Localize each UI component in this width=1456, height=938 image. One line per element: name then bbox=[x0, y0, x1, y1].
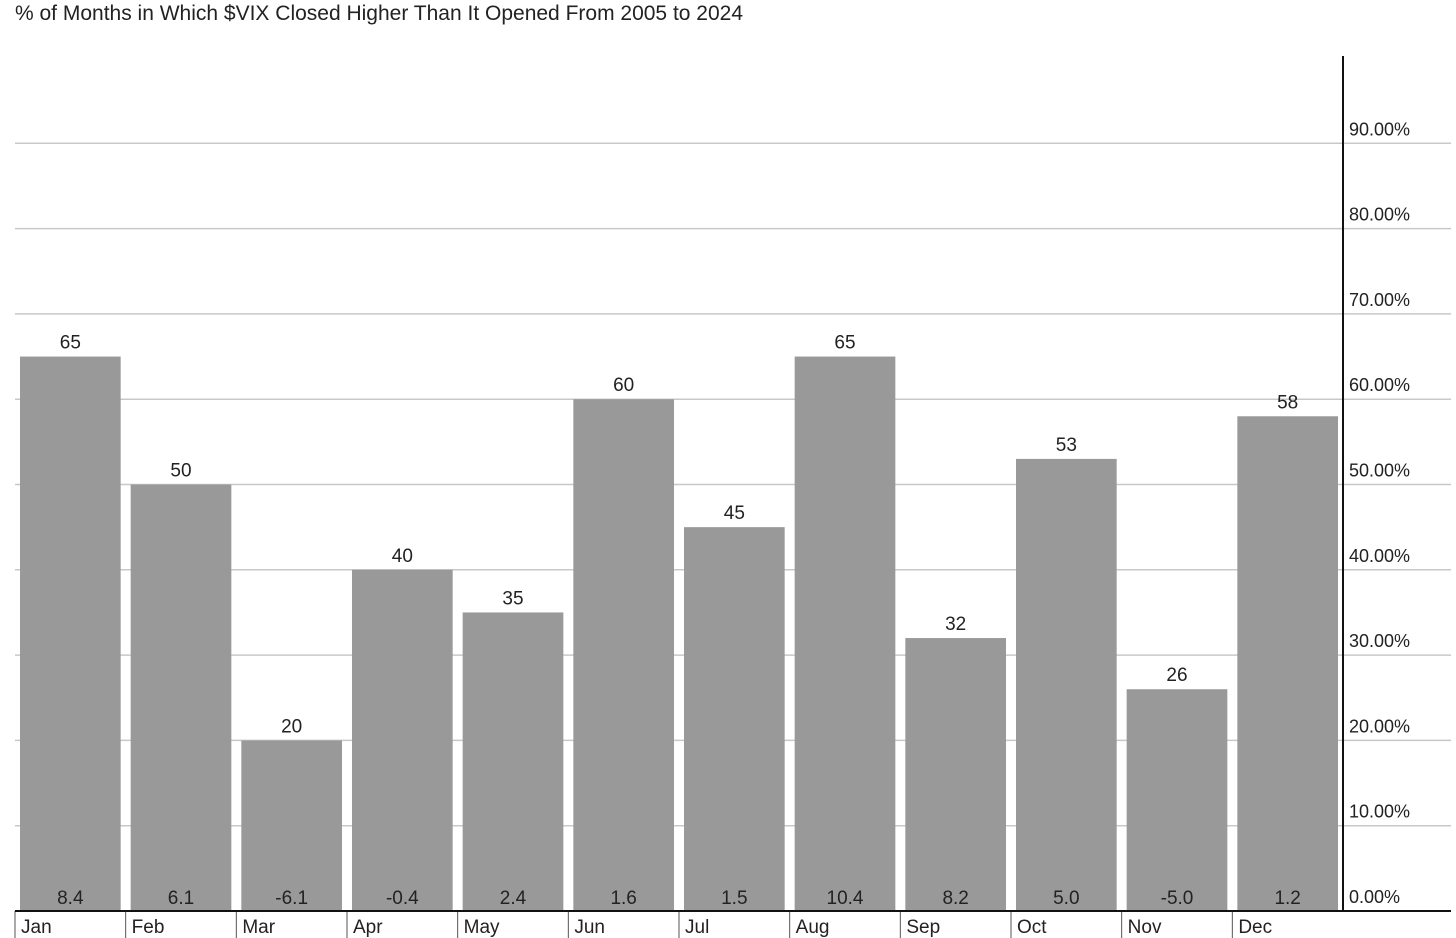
bar-bottom-label: -0.4 bbox=[386, 888, 419, 909]
bar bbox=[352, 569, 453, 911]
bar-value-label: 26 bbox=[1166, 665, 1187, 686]
bar-bottom-label: 6.1 bbox=[168, 888, 194, 909]
y-tick-label: 90.00% bbox=[1349, 119, 1410, 139]
bar-value-label: 60 bbox=[613, 375, 634, 396]
bar bbox=[20, 356, 121, 911]
bar bbox=[1016, 458, 1117, 911]
y-tick-label: 50.00% bbox=[1349, 461, 1410, 481]
bar bbox=[684, 527, 785, 911]
x-tick-label: Jun bbox=[574, 917, 605, 938]
y-tick-label: 60.00% bbox=[1349, 375, 1410, 395]
x-tick-label: Nov bbox=[1128, 917, 1162, 938]
x-tick-label: Jul bbox=[685, 917, 709, 938]
bar-value-label: 50 bbox=[170, 461, 191, 482]
bar-bottom-label: 1.6 bbox=[610, 888, 636, 909]
bar-value-label: 32 bbox=[945, 614, 966, 635]
axes: 0.00% 10.00% 20.00% 30.00% 40.00% 50.00% 60.00… bbox=[14, 56, 1451, 938]
bar bbox=[573, 399, 674, 911]
bar bbox=[462, 612, 564, 911]
bar-value-label: 40 bbox=[392, 546, 413, 567]
x-tick-label: Dec bbox=[1238, 917, 1272, 938]
bar-value-label: 53 bbox=[1056, 435, 1077, 456]
bar bbox=[241, 740, 342, 911]
bar bbox=[794, 356, 896, 911]
bar-bottom-label: 8.2 bbox=[942, 888, 968, 909]
x-tick-label: Sep bbox=[906, 917, 940, 938]
bar bbox=[130, 484, 232, 911]
bar-bottom-label: -5.0 bbox=[1161, 888, 1194, 909]
bars bbox=[20, 356, 1338, 911]
bar-bottom-label: -6.1 bbox=[275, 888, 308, 909]
y-tick-label: 30.00% bbox=[1349, 631, 1410, 651]
x-tick-label: Feb bbox=[132, 917, 165, 938]
x-tick-label: Aug bbox=[796, 917, 830, 938]
data-labels: 65 8.4 50 6.1 20 -6.1 40 -0.4 35 2.4 60 1.6 45 1.5 65 1… bbox=[57, 333, 1301, 909]
bar-bottom-label: 1.2 bbox=[1274, 888, 1300, 909]
bar-value-label: 35 bbox=[502, 588, 523, 609]
bar-value-label: 45 bbox=[724, 503, 745, 524]
bar-bottom-label: 10.4 bbox=[827, 888, 864, 909]
x-tick-label: Mar bbox=[242, 917, 275, 938]
bar-bottom-label: 1.5 bbox=[721, 888, 747, 909]
bar-value-label: 65 bbox=[834, 333, 855, 354]
y-tick-label: 70.00% bbox=[1349, 290, 1410, 310]
bar bbox=[1237, 416, 1338, 911]
y-tick-label: 20.00% bbox=[1349, 716, 1410, 736]
bar bbox=[1126, 689, 1228, 911]
bar-value-label: 65 bbox=[60, 333, 81, 354]
bar bbox=[905, 638, 1006, 911]
x-tick-label: May bbox=[464, 917, 500, 938]
bar-value-label: 20 bbox=[281, 716, 302, 737]
chart-title: % of Months in Which $VIX Closed Higher … bbox=[15, 2, 744, 25]
x-tick-label: Apr bbox=[353, 917, 383, 938]
y-tick-label: 0.00% bbox=[1349, 887, 1400, 907]
bar-bottom-label: 2.4 bbox=[500, 888, 527, 909]
y-tick-label: 40.00% bbox=[1349, 546, 1410, 566]
y-tick-label: 80.00% bbox=[1349, 205, 1410, 225]
bar-value-label: 58 bbox=[1277, 392, 1298, 413]
y-tick-label: 10.00% bbox=[1349, 802, 1410, 822]
bar-bottom-label: 8.4 bbox=[57, 888, 84, 909]
x-tick-label: Oct bbox=[1017, 917, 1047, 938]
x-tick-label: Jan bbox=[21, 917, 52, 938]
bar-bottom-label: 5.0 bbox=[1053, 888, 1079, 909]
